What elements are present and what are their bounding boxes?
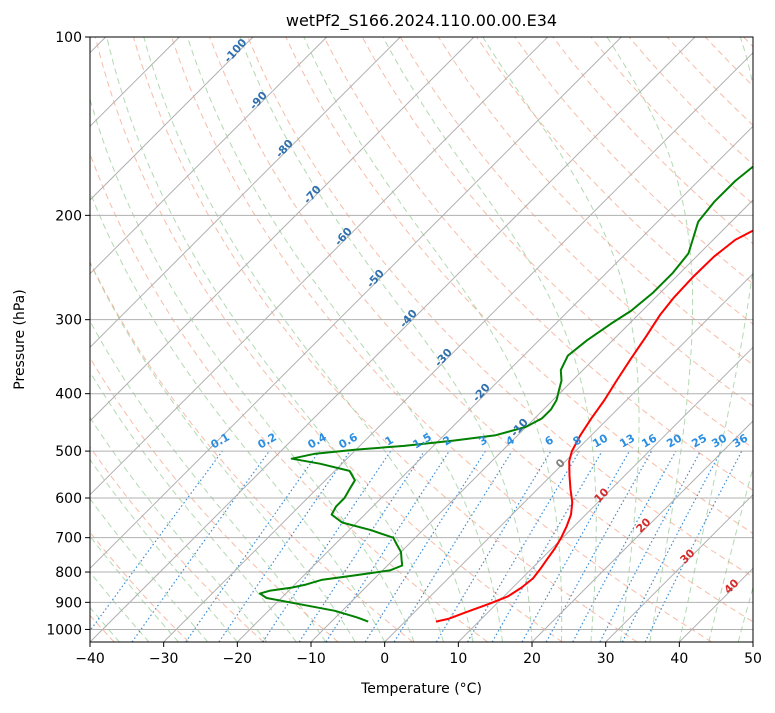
y-tick-label: 600 — [55, 491, 82, 507]
x-tick-label: 0 — [380, 651, 389, 667]
x-axis-ticks: −40 −30 −20 −10 0 10 20 30 40 50 — [75, 642, 762, 667]
x-tick-label: −30 — [149, 651, 179, 667]
y-tick-label: 900 — [55, 595, 82, 611]
x-tick-label: −10 — [296, 651, 326, 667]
x-tick-label: 40 — [670, 651, 688, 667]
x-tick-label: 20 — [523, 651, 541, 667]
y-tick-label: 400 — [55, 387, 82, 403]
x-tick-label: 30 — [597, 651, 615, 667]
x-tick-label: −20 — [223, 651, 253, 667]
x-axis-label: Temperature (°C) — [360, 681, 482, 697]
y-tick-label: 500 — [55, 444, 82, 460]
chart-title: wetPf2_S166.2024.110.00.00.E34 — [286, 11, 557, 31]
y-tick-label: 100 — [55, 30, 82, 46]
x-tick-label: 10 — [449, 651, 467, 667]
y-tick-label: 700 — [55, 531, 82, 547]
y-tick-label: 1000 — [46, 622, 82, 638]
y-tick-label: 300 — [55, 313, 82, 329]
isotherm-line — [753, 37, 775, 642]
y-axis-ticks: 1000 900 800 700 600 500 400 300 200 100 — [46, 30, 90, 638]
x-tick-label: −40 — [75, 651, 105, 667]
plot-area — [90, 37, 753, 642]
y-tick-label: 800 — [55, 565, 82, 581]
y-axis-label: Pressure (hPa) — [12, 289, 28, 389]
x-tick-label: 50 — [744, 651, 762, 667]
y-tick-label: 200 — [55, 208, 82, 224]
